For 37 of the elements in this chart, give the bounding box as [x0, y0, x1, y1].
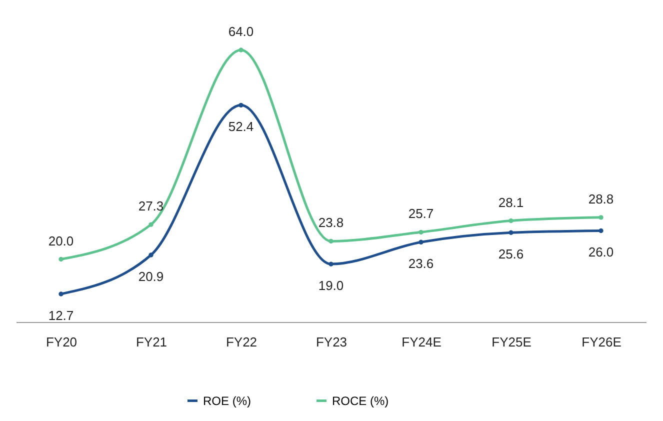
point	[598, 215, 604, 220]
point	[328, 262, 334, 266]
data-label: 26.0	[588, 244, 614, 260]
point	[598, 228, 604, 234]
data-label: 23.6	[408, 256, 434, 272]
data-label: 28.1	[498, 194, 524, 210]
data-label: 28.8	[588, 191, 614, 206]
data-label: 25.6	[498, 246, 524, 262]
legend-label: ROCE (%)	[332, 394, 389, 408]
point	[418, 240, 424, 244]
point	[148, 222, 154, 227]
x-tick-label: FY21	[136, 334, 168, 350]
x-tick-label: FY20	[46, 334, 78, 350]
point	[238, 102, 244, 108]
point	[238, 48, 244, 52]
x-tick-label: FY22	[226, 334, 258, 350]
point	[148, 252, 154, 258]
data-label: 25.7	[408, 206, 434, 222]
data-label: 27.3	[138, 198, 164, 214]
data-label: 64.0	[228, 24, 254, 39]
x-tick-label: FY26E	[582, 334, 622, 350]
point	[58, 256, 64, 262]
x-tick-label: FY25E	[492, 334, 532, 350]
data-label: 20.9	[138, 269, 164, 284]
data-label: 20.0	[48, 233, 74, 248]
point	[328, 238, 334, 244]
point	[508, 218, 514, 224]
point	[58, 292, 64, 296]
legend-label: ROE (%)	[203, 394, 252, 408]
data-label: 23.8	[318, 215, 344, 230]
point	[508, 230, 514, 235]
point	[418, 230, 424, 235]
data-label: 19.0	[318, 278, 344, 294]
x-tick-label: FY24E	[402, 334, 442, 350]
data-label: 52.4	[228, 119, 254, 134]
x-tick-label: FY23	[316, 334, 348, 350]
data-label: 12.7	[48, 308, 74, 323]
